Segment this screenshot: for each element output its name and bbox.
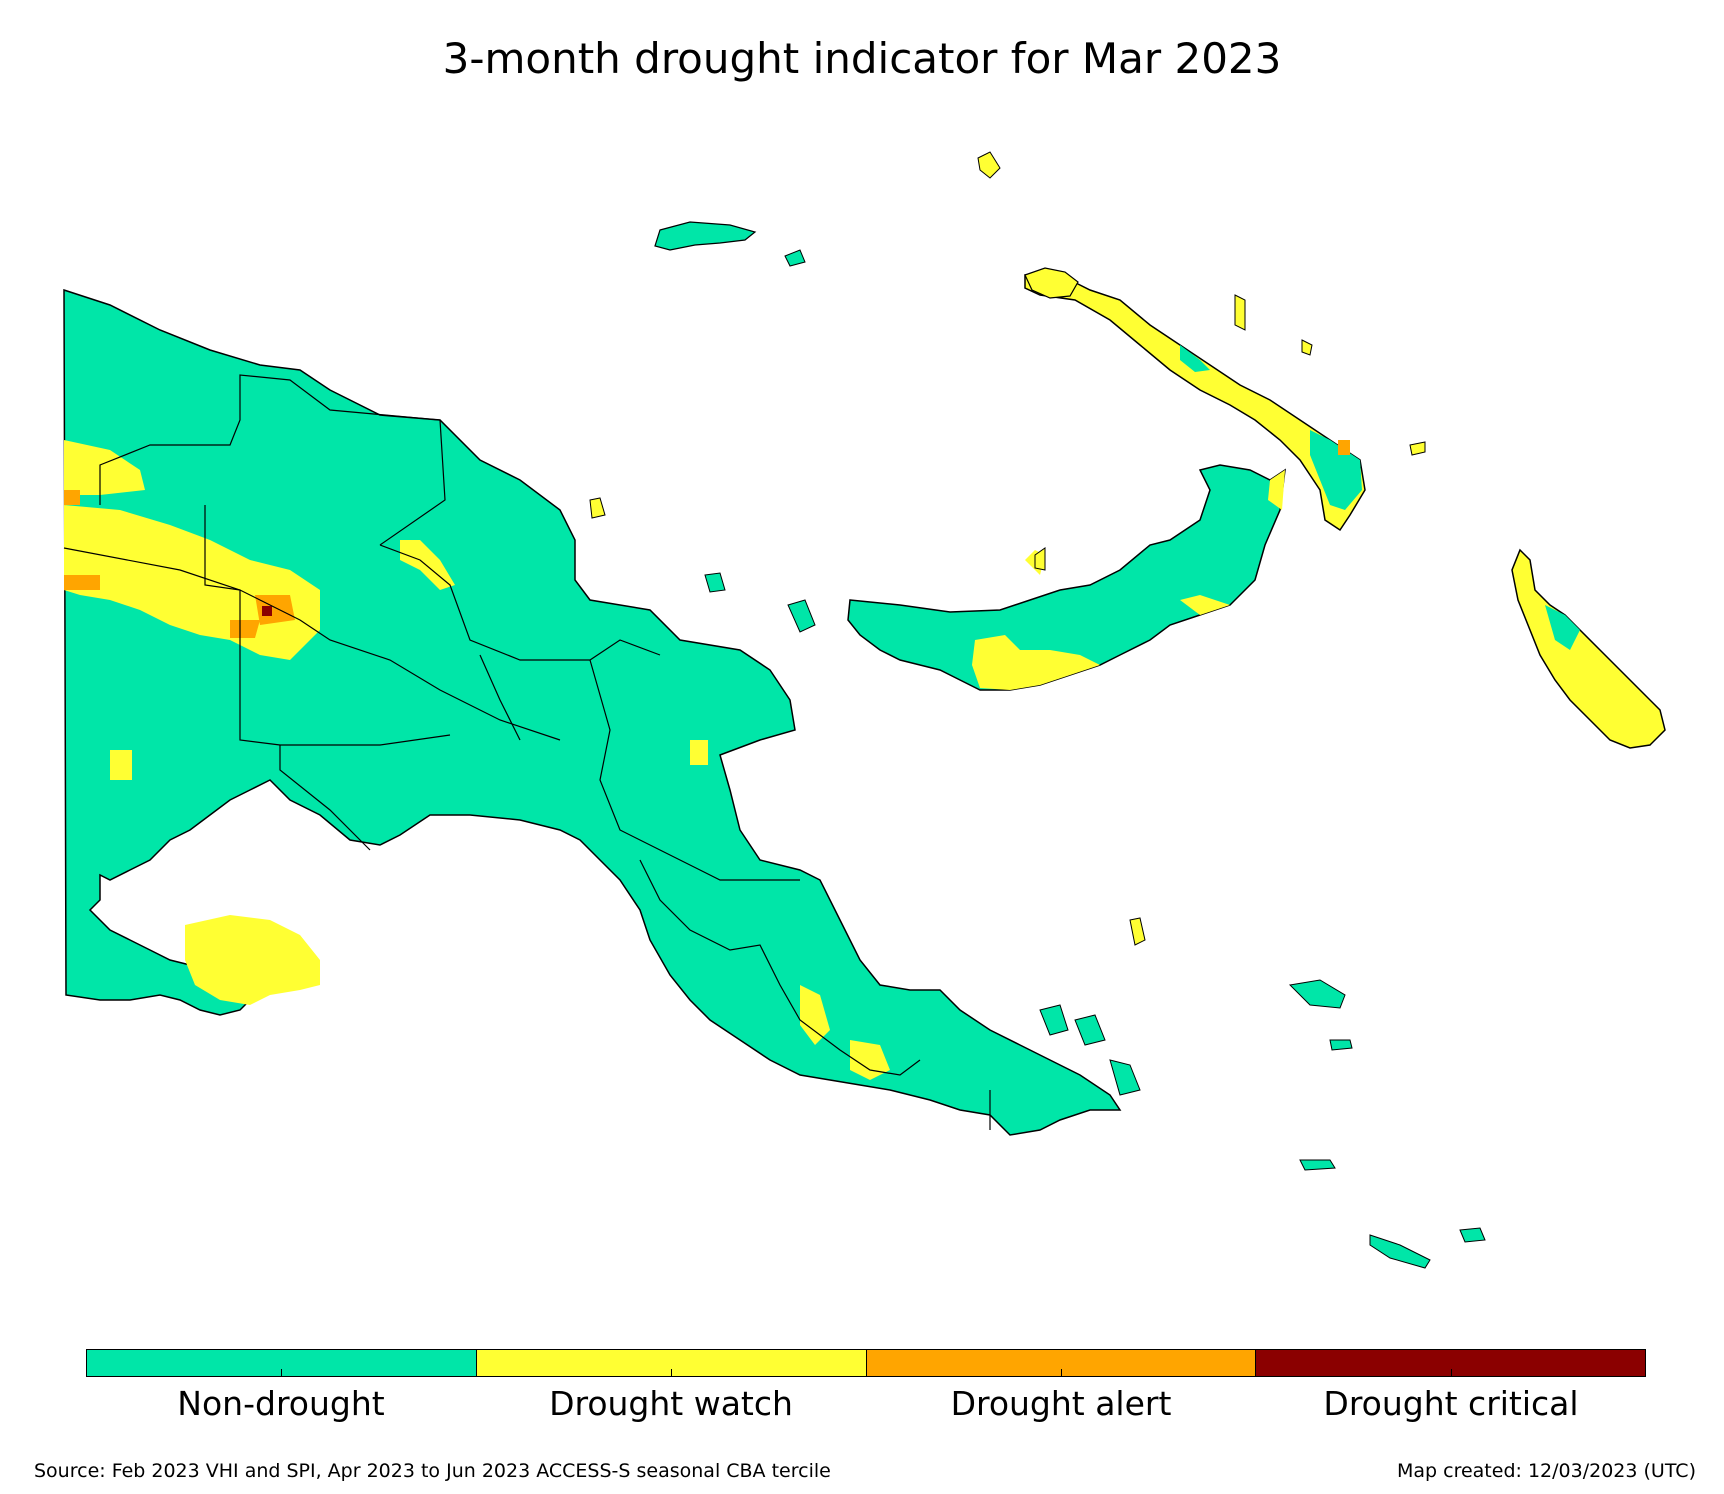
legend-swatch-drought-critical	[1256, 1350, 1645, 1376]
new-ireland-non-drought	[1180, 345, 1362, 510]
small-islands-non-drought	[704, 572, 1486, 1269]
created-note: Map created: 12/03/2023 (UTC)	[1397, 1460, 1696, 1482]
small-islands	[589, 151, 1426, 946]
new-ireland-island	[1024, 269, 1366, 532]
legend-label-drought-watch: Drought watch	[549, 1384, 793, 1423]
legend-swatch-non-drought	[87, 1350, 477, 1376]
legend-swatch-drought-alert	[866, 1350, 1257, 1376]
drought-map	[63, 151, 1666, 1269]
legend-label-non-drought: Non-drought	[177, 1384, 385, 1423]
legend-label-drought-alert: Drought alert	[950, 1384, 1172, 1423]
mainland-region	[63, 288, 1122, 1136]
legend-swatch-drought-watch	[476, 1350, 867, 1376]
manus-island	[654, 221, 757, 251]
bougainville-island	[1511, 548, 1666, 749]
drought-critical-patch	[262, 606, 272, 616]
province-boundaries	[63, 374, 991, 1130]
legend-label-drought-critical: Drought critical	[1323, 1384, 1579, 1423]
legend-colorbar	[86, 1349, 1646, 1377]
bougainville-non-drought	[1545, 605, 1580, 650]
new-britain-island	[847, 464, 1286, 691]
map-title: 3-month drought indicator for Mar 2023	[442, 34, 1282, 83]
source-note: Source: Feb 2023 VHI and SPI, Apr 2023 t…	[34, 1460, 831, 1482]
new-ireland-alert-patch	[1338, 440, 1350, 455]
new-hanover-island	[1024, 267, 1079, 299]
small-island-manus-east	[784, 249, 806, 267]
